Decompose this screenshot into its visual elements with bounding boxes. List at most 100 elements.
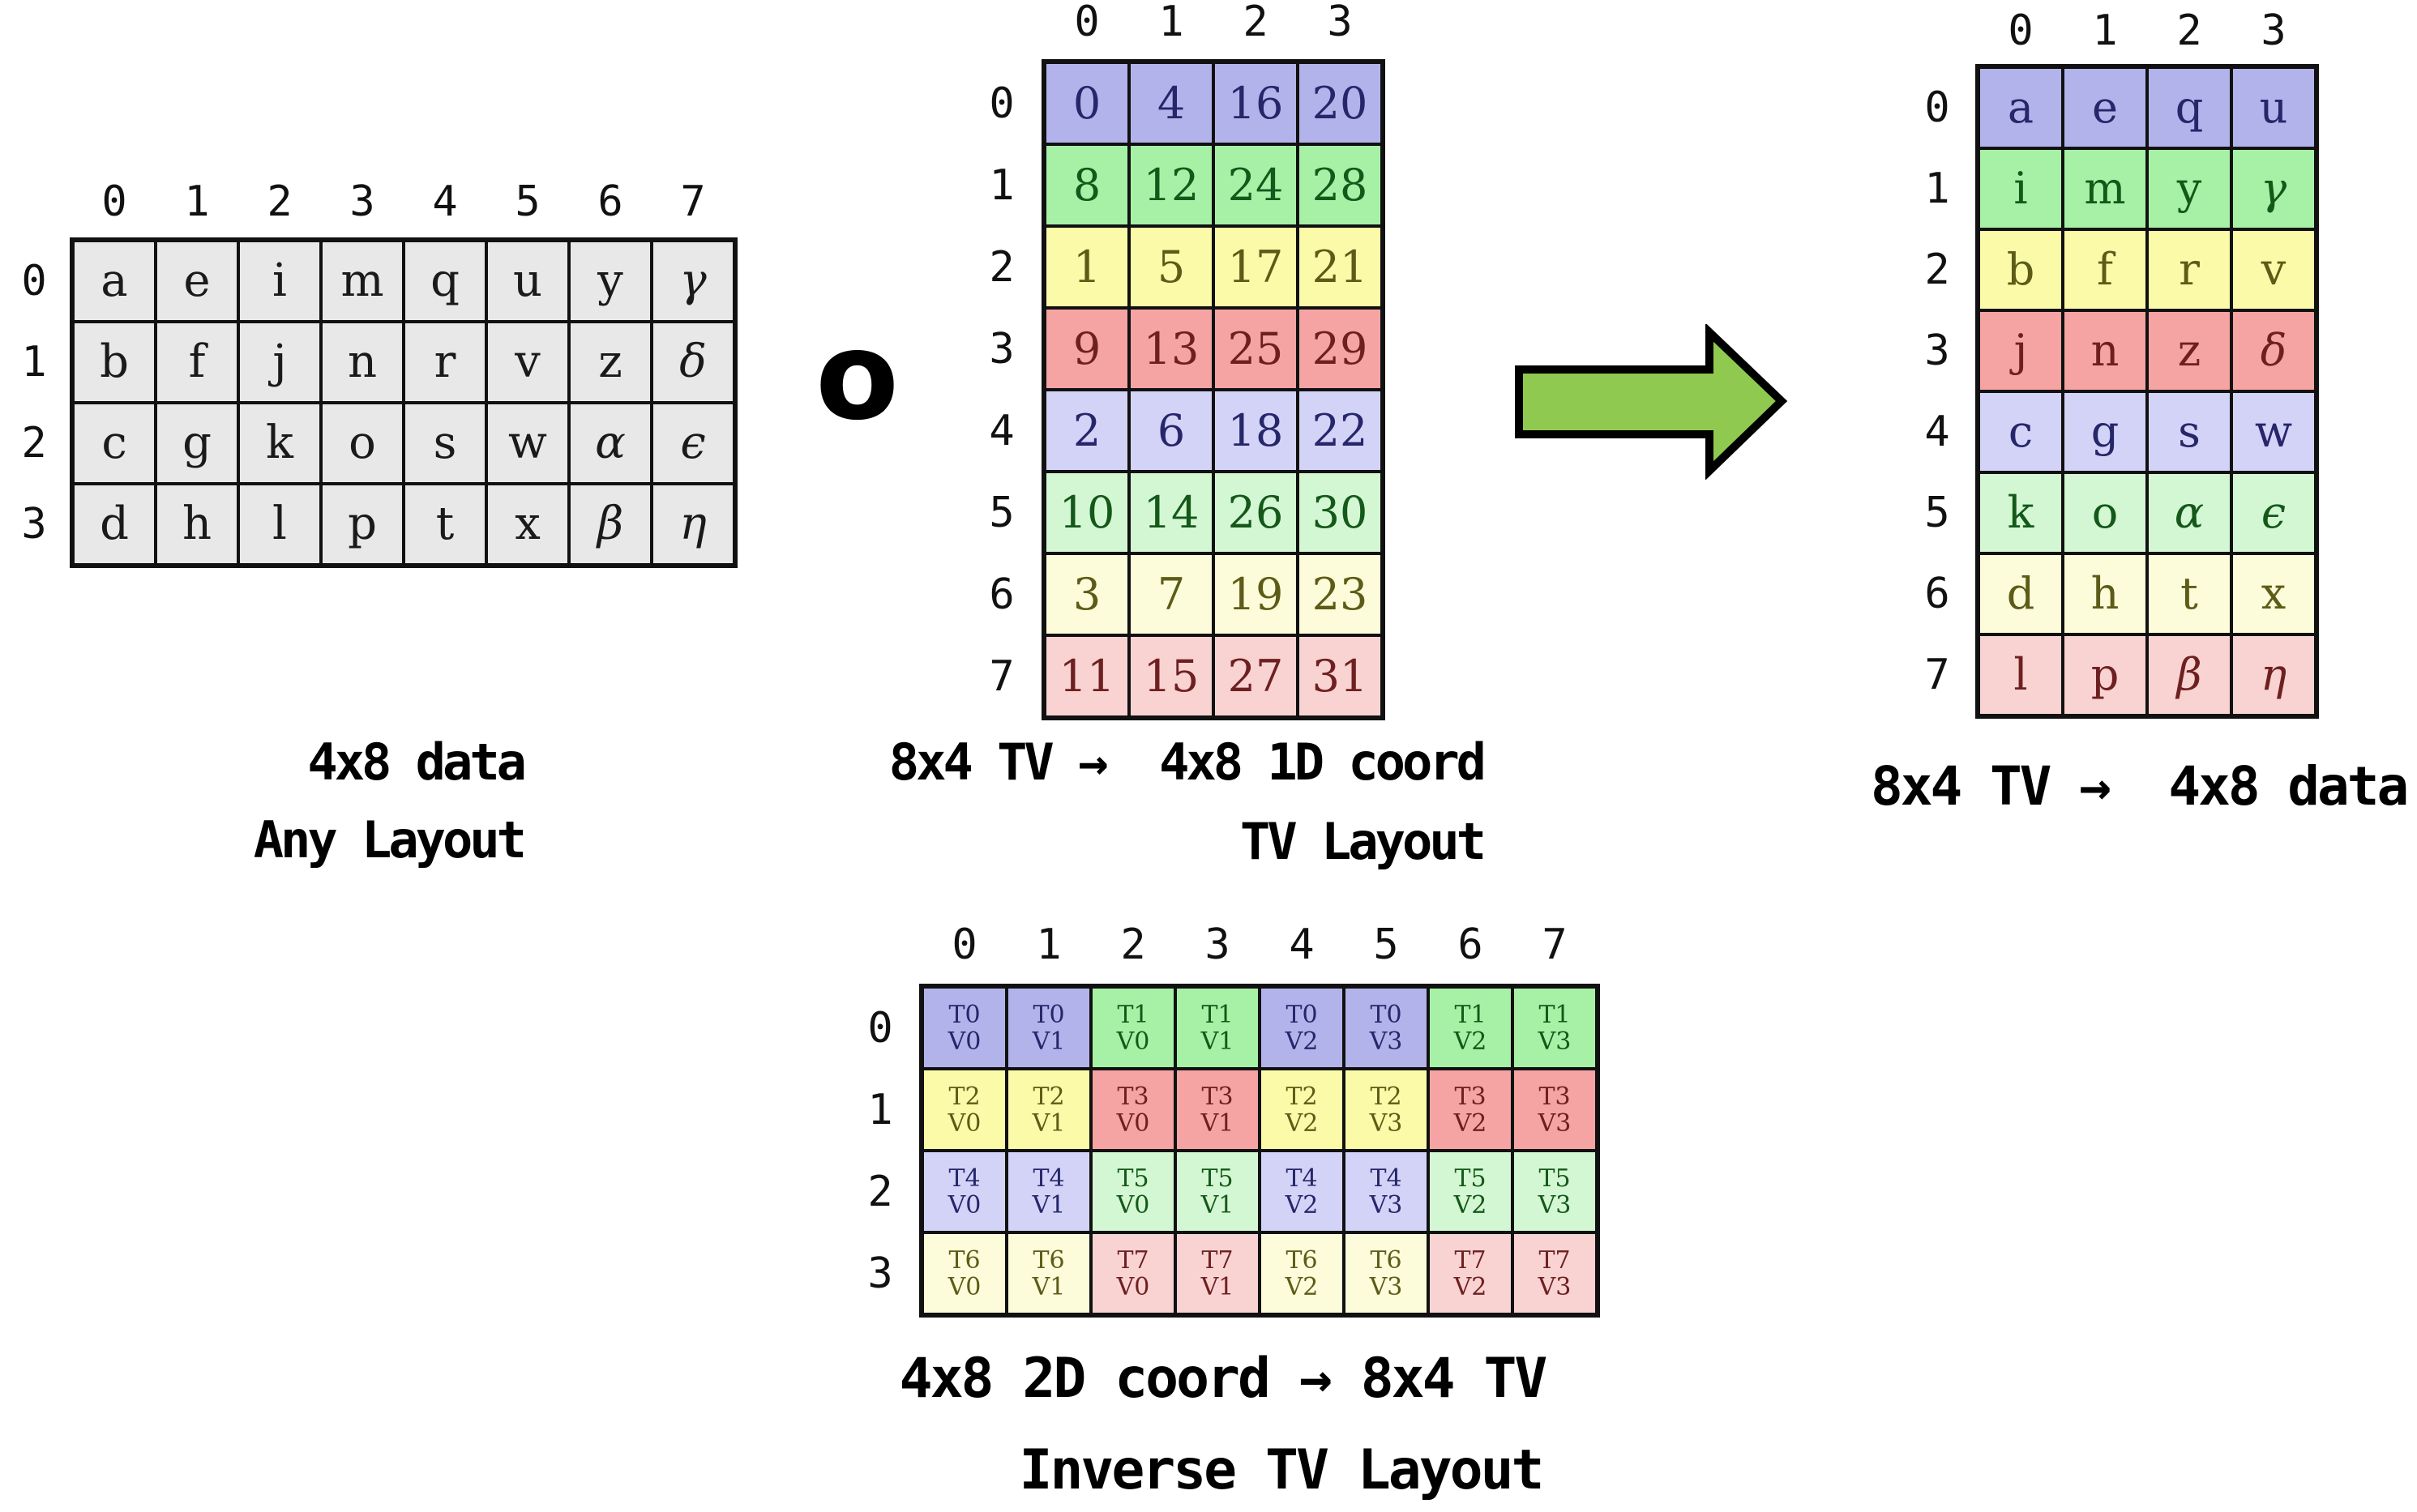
grid-cell-text: V0 <box>948 1027 982 1056</box>
grid-cell-text: V2 <box>1453 1190 1487 1219</box>
grid-cell: z <box>2147 310 2231 391</box>
grid-cell-text: f <box>188 335 206 389</box>
grid-cell: 27 <box>1213 635 1298 717</box>
grid-cell-text: T7 <box>1117 1245 1149 1275</box>
grid-cell: g <box>156 403 238 484</box>
grid-cell-text: T4 <box>1286 1164 1318 1193</box>
grid-cell: x <box>486 484 569 565</box>
grid-cell-text: V3 <box>1369 1272 1403 1301</box>
grid-cell: y <box>569 241 652 322</box>
grid-cell: 1 <box>1045 226 1129 308</box>
grid-cell-text: 21 <box>1311 241 1368 293</box>
column-header: 3 <box>1204 920 1230 969</box>
grid-cell: T7 V1 <box>1175 1232 1260 1314</box>
grid-cell: t <box>404 484 486 565</box>
tv-data-caption: 8x4 TV → 4x8 data <box>1871 755 2409 818</box>
grid-cell-text: V0 <box>1116 1190 1150 1219</box>
grid-cell-text: d <box>2006 568 2035 620</box>
grid-cell-text: o <box>2091 487 2119 539</box>
grid-cell: u <box>2231 67 2316 148</box>
grid-cell: γ <box>652 241 734 322</box>
grid-cell: k <box>238 403 321 484</box>
grid-cell-text: u <box>512 254 543 308</box>
grid-cell: η <box>652 484 734 565</box>
grid-cell: T0 V2 <box>1260 987 1344 1069</box>
grid-cell: T7 V3 <box>1512 1232 1597 1314</box>
grid-cell-text: h <box>182 498 212 551</box>
grid-cell: 2 <box>1045 390 1129 472</box>
grid-cell-text: V3 <box>1369 1108 1403 1138</box>
grid-cell: T1 V3 <box>1512 987 1597 1069</box>
grid-cell-text: T0 <box>1033 1000 1065 1029</box>
grid-cell-text: 30 <box>1311 486 1368 538</box>
grid-cell-text: e <box>183 254 211 308</box>
grid-cell: r <box>404 322 486 403</box>
grid-cell-text: 10 <box>1059 486 1115 538</box>
grid-cell-text: z <box>598 335 622 389</box>
grid-cell: T2 V2 <box>1260 1069 1344 1151</box>
grid-cell-text: 4 <box>1157 77 1186 129</box>
grid-cell-text: V3 <box>1538 1190 1572 1219</box>
grid-cell: c <box>73 403 156 484</box>
grid-cell: T3 V0 <box>1091 1069 1175 1151</box>
grid-cell-text: δ <box>679 335 707 389</box>
grid-cell-text: c <box>101 416 127 470</box>
grid-cell-text: T7 <box>1454 1245 1487 1275</box>
row-header: 1 <box>21 338 47 387</box>
column-header: 5 <box>515 177 541 226</box>
grid-cell-text: a <box>101 254 128 308</box>
grid-cell: s <box>2147 391 2231 472</box>
grid-cell-text: x <box>2261 568 2287 620</box>
grid-cell-text: 29 <box>1311 322 1368 374</box>
column-header: 2 <box>2176 6 2202 55</box>
grid-cell-text: V0 <box>948 1272 982 1301</box>
grid-cell-text: q <box>2175 82 2204 134</box>
grid-cell-text: k <box>2007 487 2034 539</box>
grid-cell: 25 <box>1213 308 1298 390</box>
grid-cell: v <box>486 322 569 403</box>
grid-cell: β <box>2147 634 2231 715</box>
row-header: 3 <box>1924 327 1950 375</box>
grid-cell-text: n <box>2090 325 2120 377</box>
grid-cell: 21 <box>1298 226 1382 308</box>
grid-cell-text: 17 <box>1227 241 1284 293</box>
grid-cell-text: V3 <box>1538 1272 1572 1301</box>
column-header: 0 <box>952 920 977 969</box>
tv-layout-caption-line1: 8x4 TV → 4x8 1D coord <box>888 733 1487 792</box>
grid-cell-text: 18 <box>1227 404 1284 456</box>
grid-cell-text: q <box>430 254 460 308</box>
grid-cell: h <box>156 484 238 565</box>
grid-cell-text: V2 <box>1453 1108 1487 1138</box>
grid-cell-text: T4 <box>1033 1164 1065 1193</box>
grid-cell: k <box>1979 472 2063 553</box>
grid-cell-text: T2 <box>1370 1082 1402 1111</box>
row-header: 0 <box>21 257 47 305</box>
grid-cell: T4 V3 <box>1344 1151 1428 1232</box>
grid-cell-text: T5 <box>1538 1164 1571 1193</box>
grid-cell-text: t <box>435 498 455 551</box>
grid-cell-text: 28 <box>1311 159 1368 211</box>
grid-cell: γ <box>2231 148 2316 229</box>
grid-cell: 9 <box>1045 308 1129 390</box>
column-header: 3 <box>349 177 375 226</box>
grid-cell: a <box>1979 67 2063 148</box>
grid-cell-text: V2 <box>1285 1190 1319 1219</box>
grid-cell: 20 <box>1298 62 1382 144</box>
grid-cell-text: T4 <box>948 1164 981 1193</box>
grid-cell: 18 <box>1213 390 1298 472</box>
grid-cell-text: 25 <box>1227 322 1284 374</box>
column-header: 0 <box>2008 6 2034 55</box>
grid-cell-text: β <box>2176 649 2202 701</box>
grid-cell-text: 22 <box>1311 404 1368 456</box>
grid-cell-text: T2 <box>1286 1082 1318 1111</box>
grid-cell: T1 V2 <box>1428 987 1512 1069</box>
grid-cell-text: d <box>100 498 129 551</box>
grid-cell: o <box>2063 472 2147 553</box>
grid-cell-text: δ <box>2260 325 2287 377</box>
inverse-tv-caption-line1: 4x8 2D coord → 8x4 TV <box>899 1347 1548 1411</box>
grid-cell-text: 9 <box>1072 322 1102 374</box>
grid-cell-text: 5 <box>1157 241 1186 293</box>
grid-cell: o <box>321 403 404 484</box>
